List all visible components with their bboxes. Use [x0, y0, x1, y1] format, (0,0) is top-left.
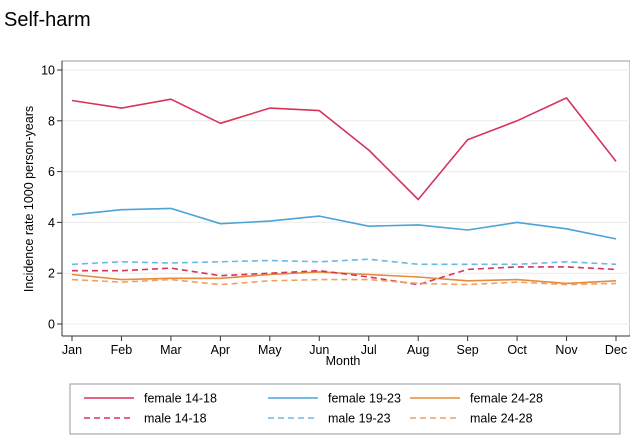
gridlines	[62, 69, 630, 325]
x-tick-label-oct: Oct	[507, 343, 527, 357]
x-tick-label-sep: Sep	[457, 343, 479, 357]
x-tick-label-jul: Jul	[361, 343, 377, 357]
series-line-male-19-23	[71, 258, 617, 266]
y-tick-labels: 0 2 4 6 8 10	[41, 64, 55, 332]
legend-item-female-14-18: female 14-18	[84, 392, 217, 406]
x-axis-label: Month	[326, 354, 361, 368]
series-line-female-19-23	[71, 207, 617, 240]
legend-label-male-24-28: male 24-28	[470, 412, 533, 426]
legend-item-male-14-18: male 14-18	[84, 412, 207, 426]
legend-label-male-14-18: male 14-18	[144, 412, 207, 426]
legend-item-male-24-28: male 24-28	[410, 412, 533, 426]
legend-frame	[69, 383, 621, 435]
chart-title: Self-harm	[4, 9, 91, 31]
y-axis-label: Incidence rate 1000 person-years	[22, 106, 36, 292]
x-tick-label-jan: Jan	[62, 343, 82, 357]
axes	[57, 61, 630, 341]
legend-item-female-19-23: female 19-23	[268, 392, 401, 406]
x-tick-label-aug: Aug	[407, 343, 429, 357]
y-tick-label-8: 8	[48, 114, 55, 128]
y-tick-label-0: 0	[48, 318, 55, 332]
x-tick-label-jun: Jun	[309, 343, 329, 357]
legend-item-male-19-23: male 19-23	[268, 412, 391, 426]
x-tick-label-feb: Feb	[111, 343, 133, 357]
x-tick-label-mar: Mar	[160, 343, 182, 357]
y-tick-label-4: 4	[48, 216, 55, 230]
series-lines	[71, 97, 617, 286]
series-line-male-24-28	[71, 278, 617, 286]
legend-label-male-19-23: male 19-23	[328, 412, 391, 426]
series-line-female-14-18	[71, 97, 617, 201]
legend-label-female-19-23: female 19-23	[328, 392, 401, 406]
y-tick-label-2: 2	[48, 267, 55, 281]
legend-label-female-24-28: female 24-28	[470, 392, 543, 406]
legend-item-female-24-28: female 24-28	[410, 392, 543, 406]
y-tick-label-6: 6	[48, 165, 55, 179]
y-tick-label-10: 10	[41, 64, 55, 78]
plot-area	[57, 60, 630, 341]
series-line-male-14-18	[72, 266, 617, 286]
x-tick-label-dec: Dec	[605, 343, 627, 357]
x-tick-label-may: May	[258, 343, 282, 357]
x-tick-label-nov: Nov	[555, 343, 578, 357]
legend-items: female 14-18 female 19-23 female 24-28 male…	[84, 392, 543, 426]
x-tick-labels: Jan Feb Mar Apr May Jun Jul Aug Sep Oct Nov Dec	[62, 343, 627, 357]
legend-label-female-14-18: female 14-18	[144, 392, 217, 406]
plot-frame	[61, 60, 630, 337]
x-tick-label-apr: Apr	[211, 343, 230, 357]
legend: female 14-18 female 19-23 female 24-28 male…	[69, 383, 621, 435]
